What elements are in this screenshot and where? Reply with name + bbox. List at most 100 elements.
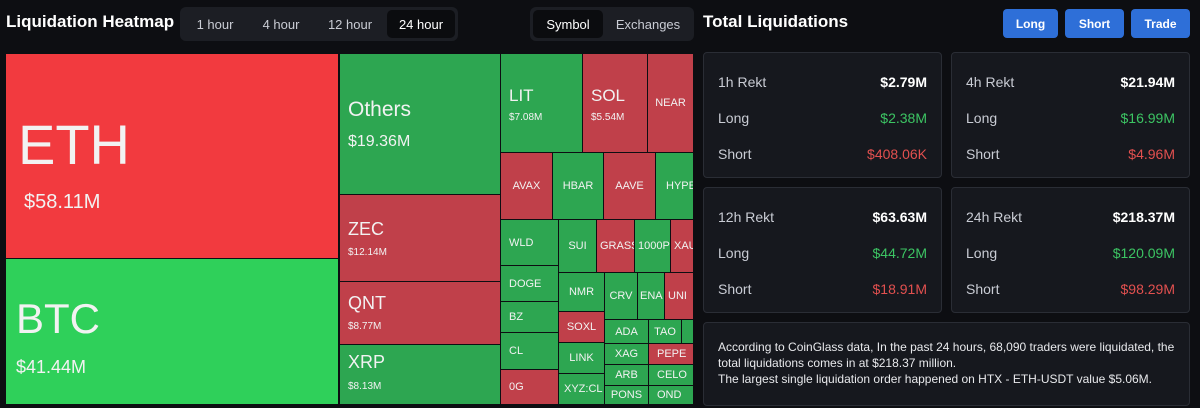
- cell-symbol: ETH: [18, 113, 130, 176]
- long-button[interactable]: Long: [1003, 9, 1058, 38]
- long-value: $16.99M: [1120, 110, 1175, 126]
- card-total: $21.94M: [1120, 74, 1175, 90]
- card-header: 24h Rekt $218.37M: [966, 209, 1175, 225]
- treemap-cell-nmr[interactable]: NMR: [559, 273, 604, 311]
- card-header: 4h Rekt $21.94M: [966, 74, 1175, 90]
- card-title: 1h Rekt: [718, 74, 767, 90]
- cell-symbol: ENA: [640, 290, 663, 302]
- treemap-cell-ond[interactable]: OND: [649, 386, 693, 404]
- treemap-cell-doge[interactable]: DOGE: [501, 266, 558, 301]
- treemap-cell-uni[interactable]: UNI: [665, 273, 693, 319]
- long-value: $120.09M: [1112, 245, 1175, 261]
- tab-exchanges[interactable]: Exchanges: [615, 16, 681, 32]
- tab-symbol[interactable]: Symbol: [533, 10, 603, 38]
- largest-order-text: The largest single liquidation order hap…: [718, 372, 1153, 386]
- treemap-cell-tao[interactable]: TAO: [649, 320, 681, 343]
- treemap-cell-0g[interactable]: 0G: [501, 370, 558, 404]
- cell-symbol: CELO: [657, 369, 687, 381]
- trade-button[interactable]: Trade: [1131, 9, 1190, 38]
- treemap-cell-link[interactable]: LINK: [559, 343, 604, 373]
- treemap-cell-cl[interactable]: CL: [501, 333, 558, 369]
- card-long-row: Long $16.99M: [966, 110, 1175, 126]
- treemap-cell-zec[interactable]: ZEC $12.14M: [340, 195, 500, 281]
- cell-symbol: CRV: [609, 290, 633, 302]
- tab-1-hour[interactable]: 1 hour: [196, 16, 234, 32]
- short-value: $408.06K: [867, 146, 927, 162]
- cell-symbol: LINK: [569, 352, 594, 364]
- cell-symbol: NMR: [568, 286, 595, 298]
- treemap-cell-arb[interactable]: ARB: [605, 365, 648, 385]
- treemap-cell-qnt[interactable]: QNT $8.77M: [340, 282, 500, 344]
- treemap-cell-hype[interactable]: HYPE: [656, 153, 693, 219]
- cell-symbol: LIT: [509, 86, 534, 105]
- tab-12-hour[interactable]: 12 hour: [327, 16, 373, 32]
- card-header: 12h Rekt $63.63M: [718, 209, 927, 225]
- treemap-cell-ena[interactable]: ENA: [638, 273, 664, 319]
- liquidation-summary-note: According to CoinGlass data, In the past…: [703, 322, 1190, 406]
- treemap-cell-bz[interactable]: BZ: [501, 302, 558, 332]
- treemap-cell-lit[interactable]: LIT $7.08M: [501, 54, 582, 152]
- rekt-card-24h: 24h Rekt $218.37M Long $120.09M Short $9…: [951, 187, 1190, 313]
- cell-value: $58.11M: [24, 191, 101, 213]
- cell-symbol: BZ: [509, 311, 524, 323]
- treemap-cell-others[interactable]: Others $19.36M: [340, 54, 500, 194]
- cell-value: $8.77M: [348, 321, 382, 332]
- long-label: Long: [718, 245, 750, 261]
- card-title: 4h Rekt: [966, 74, 1015, 90]
- treemap-cell-hbar[interactable]: HBAR: [553, 153, 603, 219]
- treemap-cell-aave[interactable]: AAVE: [604, 153, 655, 219]
- treemap-cell-near[interactable]: NEAR: [648, 54, 693, 152]
- treemap-cell-grass[interactable]: GRASS: [597, 220, 634, 272]
- long-label: Long: [966, 110, 998, 126]
- treemap-cell-celo[interactable]: CELO: [649, 365, 693, 385]
- cell-symbol: BTC: [16, 295, 100, 342]
- cell-symbol: PEPE: [657, 348, 687, 360]
- treemap-cell-ada[interactable]: ADA: [605, 320, 648, 343]
- cell-symbol: DOGE: [509, 277, 542, 290]
- treemap-cell-crv[interactable]: CRV: [605, 273, 637, 319]
- cell-symbol: SOXL: [566, 321, 597, 333]
- treemap-cell-xau[interactable]: XAU: [671, 220, 693, 272]
- treemap-cell-xag[interactable]: XAG: [605, 344, 648, 364]
- treemap-cell-btc[interactable]: BTC $41.44M: [6, 259, 338, 404]
- treemap-cell-xrp[interactable]: XRP $8.13M: [340, 345, 500, 404]
- card-long-row: Long $120.09M: [966, 245, 1175, 261]
- card-short-row: Short $18.91M: [718, 281, 927, 297]
- cell-symbol: ZEC: [348, 219, 384, 239]
- cell-symbol: CL: [509, 345, 524, 357]
- tab-24-hour[interactable]: 24 hour: [387, 10, 455, 38]
- treemap-cell-pepe[interactable]: PEPE: [649, 344, 693, 364]
- treemap-cell-xyz-cl[interactable]: XYZ:CL: [559, 374, 604, 404]
- treemap-cell-1000pepe[interactable]: 1000PEPE: [635, 220, 670, 272]
- treemap-cell-pons[interactable]: PONS: [605, 386, 648, 404]
- treemap-cell-sui[interactable]: SUI: [559, 220, 596, 272]
- cell-symbol: AVAX: [512, 180, 541, 192]
- cell-symbol: ARB: [615, 369, 638, 381]
- treemap-cell-avax[interactable]: AVAX: [501, 153, 552, 219]
- tab-4-hour[interactable]: 4 hour: [262, 16, 300, 32]
- treemap-cell-fill-a: [682, 320, 693, 343]
- card-short-row: Short $4.96M: [966, 146, 1175, 162]
- treemap-cell-sol[interactable]: SOL $5.54M: [583, 54, 647, 152]
- cell-symbol: HYPE: [666, 180, 693, 192]
- cell-symbol: AAVE: [615, 180, 644, 192]
- cell-symbol: SOL: [591, 86, 626, 105]
- treemap-cell-wld[interactable]: WLD: [501, 220, 558, 265]
- cell-symbol: XAG: [614, 348, 639, 360]
- card-short-row: Short $408.06K: [718, 146, 927, 162]
- short-label: Short: [718, 281, 752, 297]
- long-label: Long: [718, 110, 750, 126]
- cell-symbol: XYZ:CL: [564, 383, 603, 395]
- cell-symbol: NEAR: [655, 97, 686, 109]
- timeframe-selector: 1 hour 4 hour 12 hour 24 hour: [180, 7, 458, 41]
- cell-symbol: Others: [348, 98, 412, 121]
- rekt-card-12h: 12h Rekt $63.63M Long $44.72M Short $18.…: [703, 187, 942, 313]
- cell-value: $8.13M: [348, 381, 382, 392]
- cell-symbol: OND: [657, 389, 682, 401]
- treemap-cell-soxl[interactable]: SOXL: [559, 312, 604, 342]
- cell-symbol: UNI: [668, 290, 687, 302]
- treemap-cell-eth[interactable]: ETH $58.11M: [6, 54, 338, 258]
- card-title: 24h Rekt: [966, 209, 1023, 225]
- liquidation-treemap: ETH $58.11M BTC $41.44M Others $19.36M Z…: [6, 54, 693, 404]
- short-button[interactable]: Short: [1065, 9, 1124, 38]
